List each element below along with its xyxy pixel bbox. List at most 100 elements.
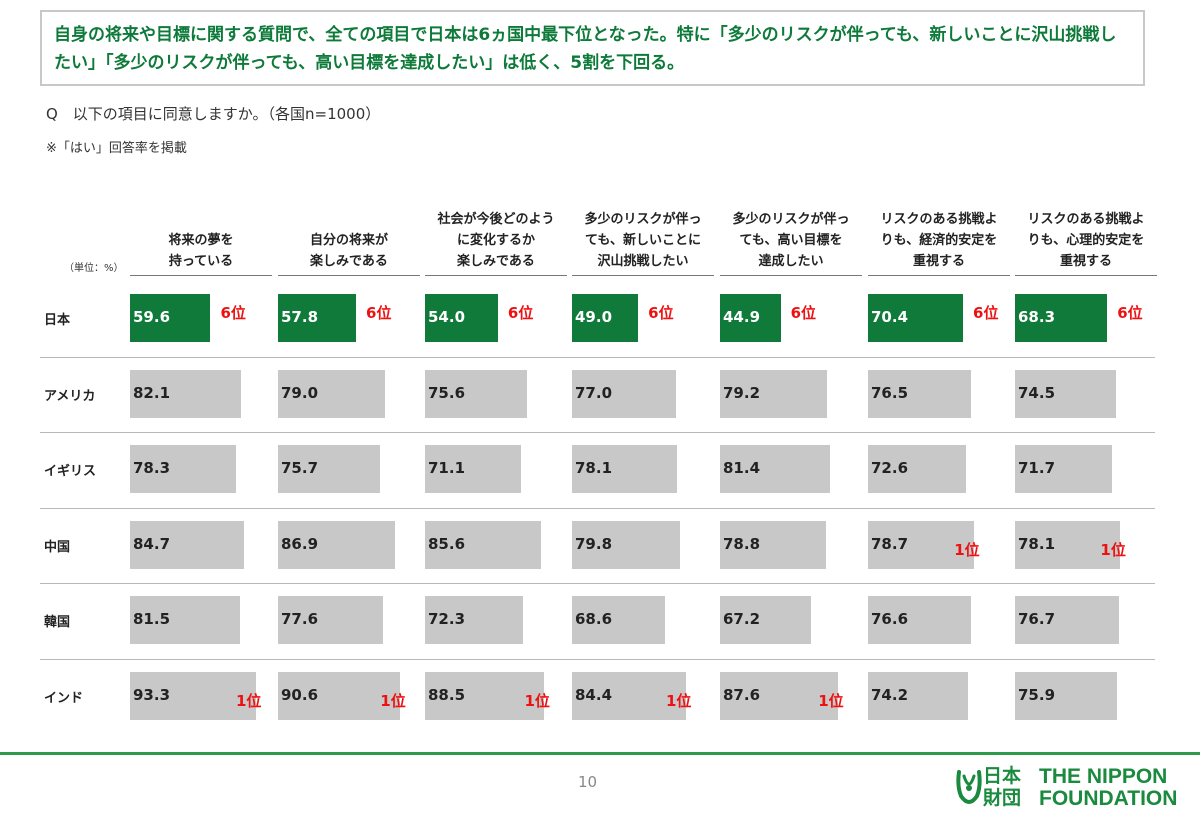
bar-value-label: 54.0 <box>428 308 466 326</box>
bar-value-label: 85.6 <box>428 534 466 553</box>
column-header-label: 将来の夢を 持っている <box>168 233 234 269</box>
column-header: リスクのある挑戦よ りも、心理的安定を 重視する <box>1015 204 1157 276</box>
bar <box>868 294 964 342</box>
bar-value-label: 79.0 <box>281 383 319 402</box>
bar <box>130 445 236 494</box>
bar-value-label: 70.4 <box>871 308 909 326</box>
logo-english: THE NIPPON FOUNDATION <box>1039 765 1178 810</box>
rank-label: 1位 <box>818 692 844 710</box>
column-header-label: 自分の将来が 楽しみである <box>309 233 388 269</box>
bar-value-label: 77.0 <box>575 383 613 402</box>
bar <box>868 672 969 720</box>
bar <box>572 672 686 720</box>
bar <box>425 294 498 342</box>
bar-value-label: 84.7 <box>133 534 171 553</box>
bar-value-label: 86.9 <box>281 534 319 553</box>
rank-label: 6位 <box>507 304 534 322</box>
survey-note: ※「はい」回答率を掲載 <box>46 141 187 156</box>
bar <box>130 369 241 418</box>
bar <box>868 369 972 418</box>
bar <box>572 294 639 342</box>
rank-label: 1位 <box>235 692 262 710</box>
bar <box>425 672 545 720</box>
bar <box>278 672 401 720</box>
row-separator <box>40 432 1155 434</box>
column-header-label: リスクのある挑戦よ りも、経済的安定を 重視する <box>880 212 998 269</box>
rank-label: 1位 <box>665 692 692 710</box>
country-label: 韓国 <box>44 615 71 631</box>
bar <box>278 520 396 569</box>
bar-value-label: 76.7 <box>1018 610 1056 629</box>
rank-label: 6位 <box>648 304 674 322</box>
rank-label: 1位 <box>380 692 406 710</box>
rank-label: 6位 <box>220 304 246 322</box>
bar-value-label: 72.3 <box>428 610 466 629</box>
bar-value-label: 87.6 <box>723 686 761 704</box>
bar <box>130 520 245 569</box>
headline: 自身の将来や目標に関する質問で、全ての項目で日本は6ヵ国中最下位となった。特に「… <box>54 25 1117 73</box>
bar <box>130 672 256 720</box>
bar-value-label: 77.6 <box>281 610 319 629</box>
bar <box>720 294 781 342</box>
row-separator <box>40 583 1155 585</box>
bar-value-label: 74.2 <box>871 686 909 704</box>
bar-value-label: 76.5 <box>871 383 909 402</box>
bar <box>720 672 839 720</box>
bar-value-label: 88.5 <box>428 686 466 704</box>
unit-label: （単位：%） <box>64 263 124 274</box>
column-header: 自分の将来が 楽しみである <box>278 204 420 276</box>
bar-value-label: 78.7 <box>871 534 909 553</box>
bar-value-label: 82.1 <box>133 383 171 402</box>
bar <box>720 520 827 569</box>
logo-mark-icon <box>956 770 982 804</box>
column-header-label: リスクのある挑戦よ りも、心理的安定を 重視する <box>1027 212 1145 269</box>
bar-value-label: 81.4 <box>723 459 761 478</box>
bar-value-label: 79.8 <box>575 534 613 553</box>
bar <box>425 369 528 418</box>
bar <box>278 369 385 418</box>
column-header-label: 多少のリスクが伴っ ても、高い目標を 達成したい <box>732 212 850 269</box>
column-header: 多少のリスクが伴っ ても、新しいことに 沢山挑戦したい <box>572 204 714 276</box>
rank-label: 6位 <box>973 304 999 322</box>
bar-value-label: 79.2 <box>723 383 761 402</box>
bar-value-label: 93.3 <box>133 686 171 704</box>
bar-value-label: 49.0 <box>575 308 613 326</box>
survey-question: Q 以下の項目に同意しますか。（各国n=1000） <box>46 105 381 123</box>
bar <box>278 445 381 494</box>
bar <box>1015 294 1108 342</box>
column-header: リスクのある挑戦よ りも、経済的安定を 重視する <box>868 204 1010 276</box>
column-header: 社会が今後どのよう に変化するか 楽しみである <box>425 204 567 276</box>
rank-label: 6位 <box>1117 304 1143 322</box>
bar <box>278 596 383 645</box>
bar <box>868 445 966 494</box>
row-separator <box>40 356 1155 358</box>
bar <box>425 596 523 645</box>
bar <box>1015 369 1116 418</box>
bar-value-label: 75.6 <box>428 383 466 402</box>
bar-value-label: 81.5 <box>133 610 171 629</box>
country-label: アメリカ <box>44 388 96 404</box>
country-label: インド <box>44 691 84 706</box>
bar-value-label: 78.3 <box>133 459 171 478</box>
row-separator <box>40 507 1155 509</box>
country-label: 日本 <box>44 313 71 328</box>
bar <box>1015 672 1118 720</box>
bar <box>868 520 975 569</box>
bar <box>572 520 680 569</box>
footer-divider <box>0 752 1200 755</box>
bar <box>425 520 541 569</box>
bar-value-label: 67.2 <box>723 610 761 629</box>
bar <box>1015 596 1119 645</box>
bar-value-label: 76.6 <box>871 610 909 629</box>
column-header-label: 社会が今後どのよう に変化するか 楽しみである <box>437 212 555 269</box>
nippon-foundation-logo: 日本 財団 THE NIPPON FOUNDATION <box>955 762 1195 812</box>
bar-value-label: 44.9 <box>723 308 761 326</box>
bar-value-label: 75.9 <box>1018 686 1056 704</box>
rank-label: 6位 <box>366 304 392 322</box>
bar-value-label: 90.6 <box>281 686 319 704</box>
headline-box: 自身の将来や目標に関する質問で、全ての項目で日本は6ヵ国中最下位となった。特に「… <box>40 10 1145 86</box>
bar <box>278 294 357 342</box>
column-header: 将来の夢を 持っている <box>130 204 272 276</box>
bar <box>720 369 827 418</box>
bar-value-label: 68.3 <box>1018 308 1056 326</box>
